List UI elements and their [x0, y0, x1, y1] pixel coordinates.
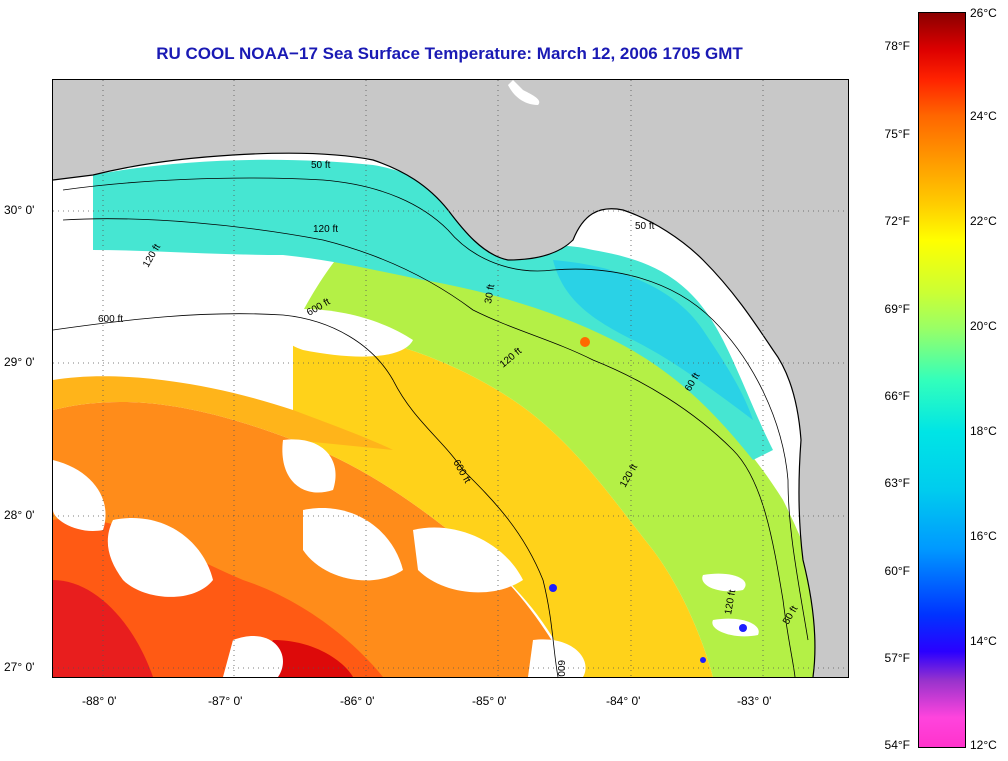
- map-title: RU COOL NOAA−17 Sea Surface Temperature:…: [156, 44, 743, 63]
- latitude-label: 29° 0': [4, 355, 35, 369]
- sst-map-canvas: 50 ft 120 ft 600 ft 30 ft 60 ft 50 ft 12…: [53, 80, 848, 677]
- colorbar-c-label: 22°C: [970, 214, 997, 228]
- colorbar-c-label: 12°C: [970, 738, 997, 752]
- sst-map: 50 ft 120 ft 600 ft 30 ft 60 ft 50 ft 12…: [52, 79, 849, 678]
- colorbar-c-label: 20°C: [970, 319, 997, 333]
- contour-label: 50 ft: [311, 160, 331, 171]
- longitude-label: -87° 0': [208, 694, 243, 708]
- colorbar-f-label: 54°F: [884, 738, 910, 752]
- latitude-label: 27° 0': [4, 660, 35, 674]
- longitude-label: -85° 0': [472, 694, 507, 708]
- latitude-label: 28° 0': [4, 508, 35, 522]
- contour-label: 120 ft: [313, 224, 338, 235]
- longitude-label: -84° 0': [606, 694, 641, 708]
- contour-label: 30 ft: [483, 283, 497, 304]
- colorbar-c-label: 14°C: [970, 634, 997, 648]
- longitude-label: -88° 0': [82, 694, 117, 708]
- colorbar-f-label: 66°F: [884, 389, 910, 403]
- longitude-label: -83° 0': [737, 694, 772, 708]
- contour-label: 600 ft: [555, 660, 566, 677]
- colorbar-c-label: 18°C: [970, 424, 997, 438]
- colorbar-f-label: 72°F: [884, 214, 910, 228]
- longitude-label: -86° 0': [340, 694, 375, 708]
- colorbar-f-label: 78°F: [884, 39, 910, 53]
- colorbar-f-label: 75°F: [884, 127, 910, 141]
- colorbar-c-label: 26°C: [970, 6, 997, 20]
- colorbar-f-label: 69°F: [884, 302, 910, 316]
- colorbar-f-label: 57°F: [884, 651, 910, 665]
- contour-label: 50 ft: [635, 221, 655, 232]
- latitude-label: 30° 0': [4, 203, 35, 217]
- colorbar-c-label: 16°C: [970, 529, 997, 543]
- colorbar-c-label: 24°C: [970, 109, 997, 123]
- colorbar-f-label: 63°F: [884, 476, 910, 490]
- colorbar-f-label: 60°F: [884, 564, 910, 578]
- temperature-colorbar: [918, 12, 966, 748]
- contour-label: 120 ft: [723, 589, 738, 616]
- contour-label: 600 ft: [98, 314, 123, 325]
